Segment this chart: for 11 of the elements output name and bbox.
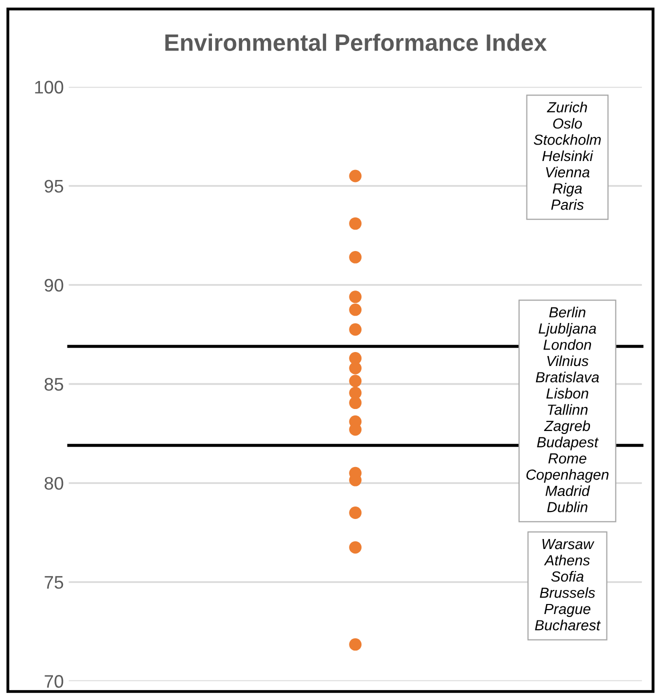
text: Berlin Ljubljana London Vilnius Bratislava Lisbon Tallinn Zagreb Budapest Rome Copenhagen Madrid Dublin [526, 306, 608, 512]
y-tick-label: 75 [44, 576, 64, 589]
annotation: Warsaw Athens Sofia Brussels Prague Bucharest [535, 539, 601, 630]
y-tick-label: 90 [44, 278, 64, 292]
chart-title: Environmental Performance Index [165, 34, 547, 51]
annotation: Zurich Oslo Stockholm Helsinki Vienna Riga Paris [534, 102, 601, 210]
y-tick-label: 80 [44, 476, 64, 490]
y-tick-label: 70 [44, 675, 64, 688]
y-tick-label: 100 [35, 80, 64, 94]
y-tick-label: 95 [44, 180, 64, 193]
y-tick-label: 85 [44, 378, 64, 391]
